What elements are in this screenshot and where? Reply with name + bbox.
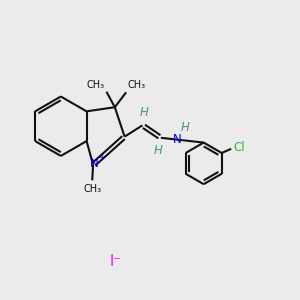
Text: H: H: [154, 144, 163, 158]
Text: CH₃: CH₃: [128, 80, 146, 90]
Text: +: +: [98, 153, 105, 162]
Text: N: N: [173, 133, 182, 146]
Text: CH₃: CH₃: [87, 80, 105, 90]
Text: CH₃: CH₃: [83, 184, 101, 194]
Text: N: N: [90, 157, 99, 170]
Text: Cl: Cl: [234, 141, 245, 154]
Text: H: H: [140, 106, 148, 119]
Text: H: H: [181, 121, 190, 134]
Text: I⁻: I⁻: [110, 254, 122, 269]
